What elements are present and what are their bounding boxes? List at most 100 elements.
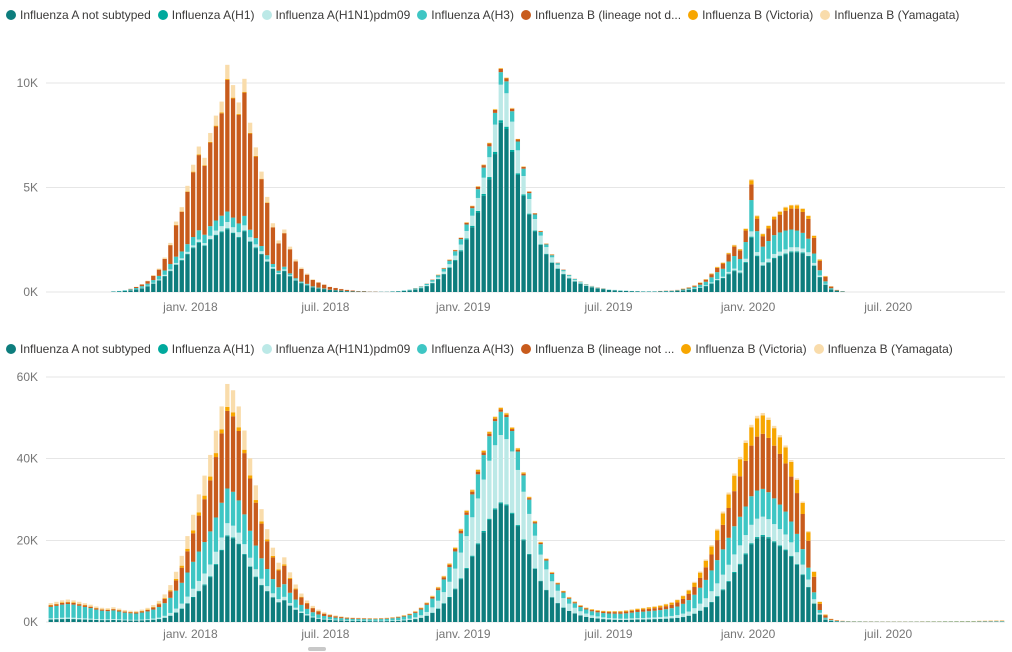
bar-segment[interactable] <box>715 583 720 597</box>
bar-segment[interactable] <box>333 617 338 620</box>
bar-segment[interactable] <box>65 617 70 619</box>
bar-segment[interactable] <box>350 618 355 619</box>
bar-segment[interactable] <box>236 223 241 233</box>
bar-segment[interactable] <box>48 618 53 620</box>
bar-segment[interactable] <box>584 607 589 609</box>
bar-segment[interactable] <box>458 579 464 622</box>
bar-segment[interactable] <box>783 511 788 535</box>
bar-segment[interactable] <box>749 544 754 622</box>
bar-segment[interactable] <box>492 509 498 622</box>
bar-segment[interactable] <box>128 620 133 622</box>
bar-segment[interactable] <box>766 258 771 263</box>
bar-segment[interactable] <box>367 619 372 621</box>
bar-segment[interactable] <box>777 251 783 256</box>
bar-segment[interactable] <box>322 289 327 292</box>
bar-segment[interactable] <box>726 494 731 508</box>
bar-segment[interactable] <box>737 459 743 477</box>
bar-segment[interactable] <box>116 611 122 620</box>
bar-segment[interactable] <box>715 272 720 280</box>
bar-segment[interactable] <box>191 588 196 597</box>
bar-segment[interactable] <box>384 621 389 622</box>
legend-item[interactable]: Influenza B (lineage not d... <box>520 8 681 22</box>
bar-segment[interactable] <box>247 566 253 567</box>
bar-segment[interactable] <box>453 546 458 548</box>
bar-segment[interactable] <box>71 602 76 604</box>
bar-segment[interactable] <box>504 81 509 94</box>
bar-segment[interactable] <box>208 132 213 142</box>
bar-segment[interactable] <box>578 281 583 283</box>
bar-segment[interactable] <box>168 242 173 245</box>
bar-segment[interactable] <box>521 475 526 492</box>
bar-segment[interactable] <box>709 282 714 284</box>
bar-segment[interactable] <box>652 617 657 620</box>
bar-segment[interactable] <box>595 618 600 622</box>
bar-segment[interactable] <box>464 239 469 292</box>
bar-segment[interactable] <box>675 290 680 291</box>
bar-segment[interactable] <box>173 590 179 609</box>
bar-segment[interactable] <box>646 619 652 622</box>
bar-segment[interactable] <box>111 619 116 620</box>
bar-segment[interactable] <box>196 515 202 552</box>
bar-segment[interactable] <box>800 575 805 622</box>
bar-segment[interactable] <box>811 571 817 572</box>
bar-segment[interactable] <box>447 597 452 623</box>
bar-segment[interactable] <box>156 600 162 604</box>
bar-segment[interactable] <box>732 245 737 247</box>
bar-segment[interactable] <box>817 612 822 615</box>
bar-segment[interactable] <box>225 536 230 622</box>
bar-segment[interactable] <box>475 471 481 475</box>
bar-segment[interactable] <box>692 289 697 292</box>
bar-segment[interactable] <box>191 561 196 589</box>
bar-segment[interactable] <box>230 227 236 233</box>
bar-segment[interactable] <box>572 281 577 292</box>
bar-segment[interactable] <box>538 232 543 236</box>
bar-segment[interactable] <box>435 586 441 588</box>
bar-segment[interactable] <box>202 495 207 500</box>
bar-segment[interactable] <box>772 498 777 525</box>
bar-segment[interactable] <box>697 610 703 622</box>
bar-segment[interactable] <box>732 270 737 272</box>
bar-segment[interactable] <box>760 488 765 517</box>
bar-segment[interactable] <box>829 286 834 289</box>
bar-segment[interactable] <box>304 273 310 275</box>
bar-segment[interactable] <box>760 233 765 235</box>
bar-segment[interactable] <box>783 249 788 254</box>
bar-segment[interactable] <box>276 602 281 622</box>
bar-segment[interactable] <box>601 289 606 292</box>
bar-segment[interactable] <box>299 596 304 598</box>
bar-segment[interactable] <box>504 126 509 129</box>
bar-segment[interactable] <box>173 578 179 581</box>
bar-segment[interactable] <box>766 225 771 229</box>
bar-segment[interactable] <box>179 567 184 583</box>
bar-segment[interactable] <box>732 491 737 527</box>
bar-segment[interactable] <box>236 427 241 431</box>
bar-segment[interactable] <box>549 572 555 573</box>
bar-segment[interactable] <box>293 589 298 600</box>
bar-segment[interactable] <box>213 115 219 126</box>
bar-segment[interactable] <box>515 447 521 449</box>
bar-segment[interactable] <box>401 619 407 621</box>
bar-segment[interactable] <box>265 255 270 260</box>
bar-segment[interactable] <box>145 281 150 284</box>
bar-segment[interactable] <box>299 593 304 597</box>
bar-segment[interactable] <box>743 228 748 231</box>
bar-segment[interactable] <box>754 231 760 253</box>
bar-segment[interactable] <box>259 254 264 292</box>
bar-segment[interactable] <box>128 612 133 614</box>
bar-segment[interactable] <box>772 258 777 292</box>
bar-segment[interactable] <box>732 473 737 476</box>
bar-segment[interactable] <box>435 279 441 292</box>
bar-segment[interactable] <box>663 603 669 605</box>
bar-segment[interactable] <box>287 605 293 622</box>
bar-segment[interactable] <box>783 447 788 464</box>
bar-segment[interactable] <box>191 597 196 623</box>
bar-segment[interactable] <box>270 267 276 269</box>
bar-segment[interactable] <box>350 620 355 622</box>
bar-segment[interactable] <box>521 194 526 196</box>
bar-segment[interactable] <box>766 437 771 493</box>
bar-segment[interactable] <box>361 621 367 622</box>
bar-segment[interactable] <box>151 280 156 283</box>
bar-segment[interactable] <box>658 291 663 292</box>
bar-segment[interactable] <box>458 250 464 252</box>
bar-segment[interactable] <box>168 590 173 592</box>
